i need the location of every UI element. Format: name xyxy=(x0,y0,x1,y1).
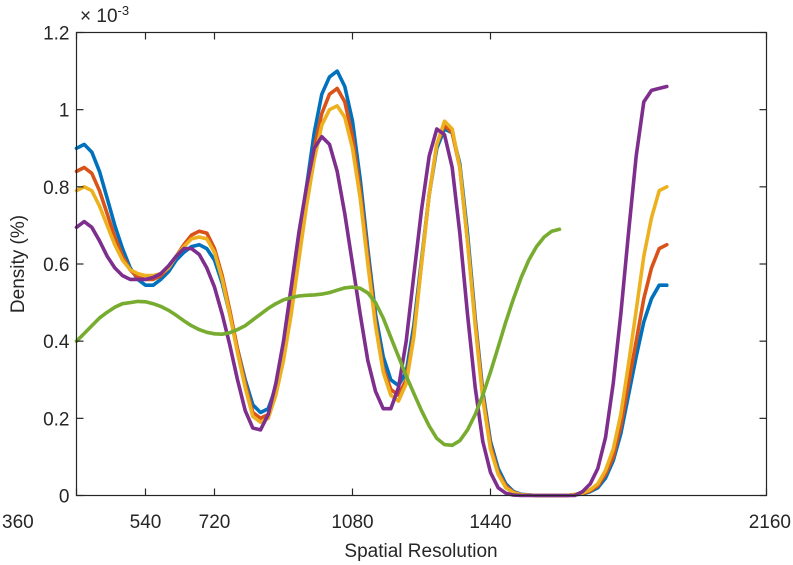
y-tick-label: 0.6 xyxy=(43,255,69,276)
y-tick-marks xyxy=(76,31,767,497)
series-line-5 xyxy=(74,227,562,448)
x-tick-labels: 360 540 720 1080 1440 2160 xyxy=(2,512,791,533)
x-tick-label: 2160 xyxy=(749,512,791,533)
x-tick-marks xyxy=(75,32,768,496)
y-exponent-power: -3 xyxy=(118,3,130,18)
y-exponent-label: × 10-3 xyxy=(80,3,129,27)
y-tick-label: 0 xyxy=(59,487,70,508)
y-axis-title: Density (%) xyxy=(8,215,29,313)
y-tick-label: 0.8 xyxy=(43,178,69,199)
x-axis-title: Spatial Resolution xyxy=(344,541,497,562)
y-tick-label: 1.2 xyxy=(43,24,69,45)
y-tick-label: 0.4 xyxy=(43,332,70,353)
x-tick-label: 540 xyxy=(130,512,162,533)
x-tick-label: 1080 xyxy=(331,512,373,533)
x-tick-label: 720 xyxy=(199,512,231,533)
x-tick-label: 360 xyxy=(2,512,34,533)
y-exponent-base: × 10 xyxy=(80,6,118,27)
y-tick-label: 0.2 xyxy=(43,409,69,430)
series-line-4 xyxy=(74,84,669,498)
y-tick-label: 1 xyxy=(59,101,70,122)
x-tick-label: 1440 xyxy=(469,512,511,533)
y-tick-labels: 0 0.2 0.4 0.6 0.8 1 1.2 xyxy=(43,24,70,508)
